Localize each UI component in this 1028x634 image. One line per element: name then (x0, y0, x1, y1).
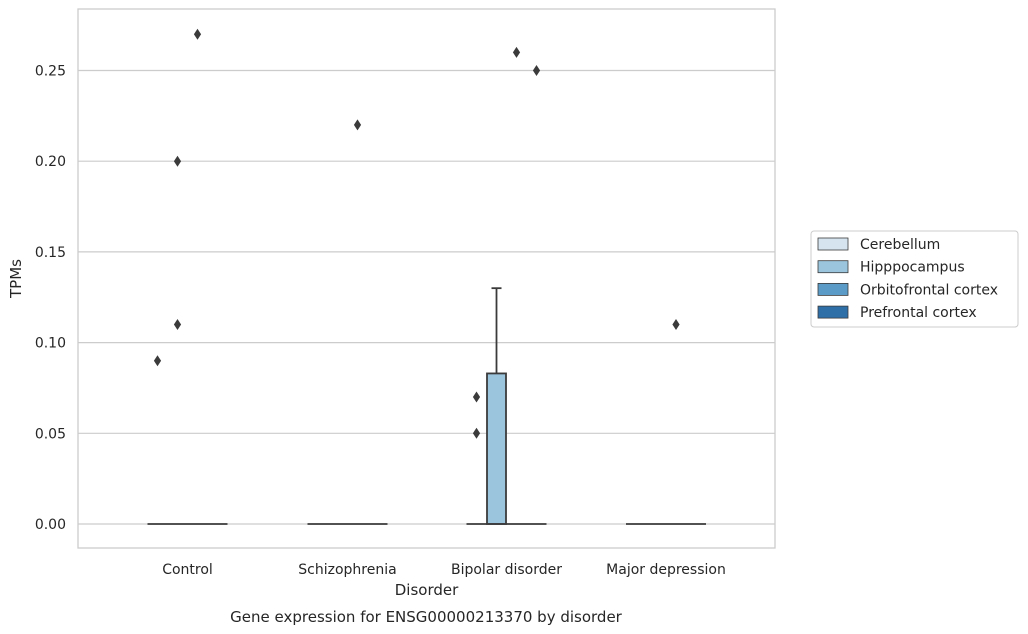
x-tick-label: Major depression (606, 562, 726, 578)
y-tick-label: 0.25 (35, 64, 66, 80)
legend-label: Hipppocampus (860, 260, 965, 276)
box-group (147, 355, 168, 525)
box-marks (147, 28, 706, 525)
outlier-point (472, 391, 481, 403)
outlier-point (532, 65, 541, 76)
x-tick-label: Control (162, 562, 213, 578)
box-group (526, 65, 547, 525)
box-group (347, 119, 368, 525)
legend-swatch (817, 237, 849, 251)
outlier-point (173, 318, 182, 330)
outlier-point (472, 427, 481, 439)
box-group (187, 28, 208, 525)
box-group (167, 155, 188, 525)
outlier-point (353, 119, 362, 131)
outlier-point (193, 28, 202, 40)
x-axis-label: Disorder (395, 581, 459, 599)
outlier-point (512, 46, 521, 58)
x-tick-label: Bipolar disorder (451, 562, 562, 578)
legend-label: Cerebellum (860, 237, 940, 253)
box (486, 372, 507, 525)
y-tick-label: 0.05 (35, 426, 66, 442)
box-group (466, 391, 487, 525)
box-group (486, 287, 507, 525)
outlier-point (153, 355, 162, 367)
legend-items: Cerebellum Hipppocampus Orbitofrontal cort… (817, 237, 998, 321)
legend-swatch (817, 305, 849, 319)
legend: Cerebellum Hipppocampus Orbitofrontal cort… (810, 230, 1019, 328)
legend-label: Prefrontal cortex (860, 305, 977, 321)
chart-caption: Gene expression for ENSG00000213370 by d… (230, 608, 623, 626)
y-tick-label: 0.15 (35, 245, 66, 261)
legend-frame (810, 230, 1019, 328)
y-axis-ticks: 0.00 0.05 0.10 0.15 0.20 0.25 (35, 64, 66, 534)
y-tick-label: 0.10 (35, 336, 66, 352)
legend-label: Orbitofrontal cortex (860, 282, 998, 298)
y-tick-label: 0.00 (35, 517, 66, 533)
legend-swatch (817, 282, 849, 296)
box-group (506, 46, 527, 525)
x-tick-label: Schizophrenia (298, 562, 396, 578)
outlier-point (173, 155, 182, 167)
legend-swatch (817, 260, 849, 274)
grid-lines (78, 69, 775, 525)
plot-frame (77, 8, 776, 549)
box-group (666, 318, 686, 525)
x-axis-ticks: Control Schizophrenia Bipolar disorder Majo… (162, 562, 726, 578)
outlier-point (672, 318, 680, 330)
y-tick-label: 0.20 (35, 154, 66, 170)
y-axis-label: TPMs (7, 259, 25, 299)
